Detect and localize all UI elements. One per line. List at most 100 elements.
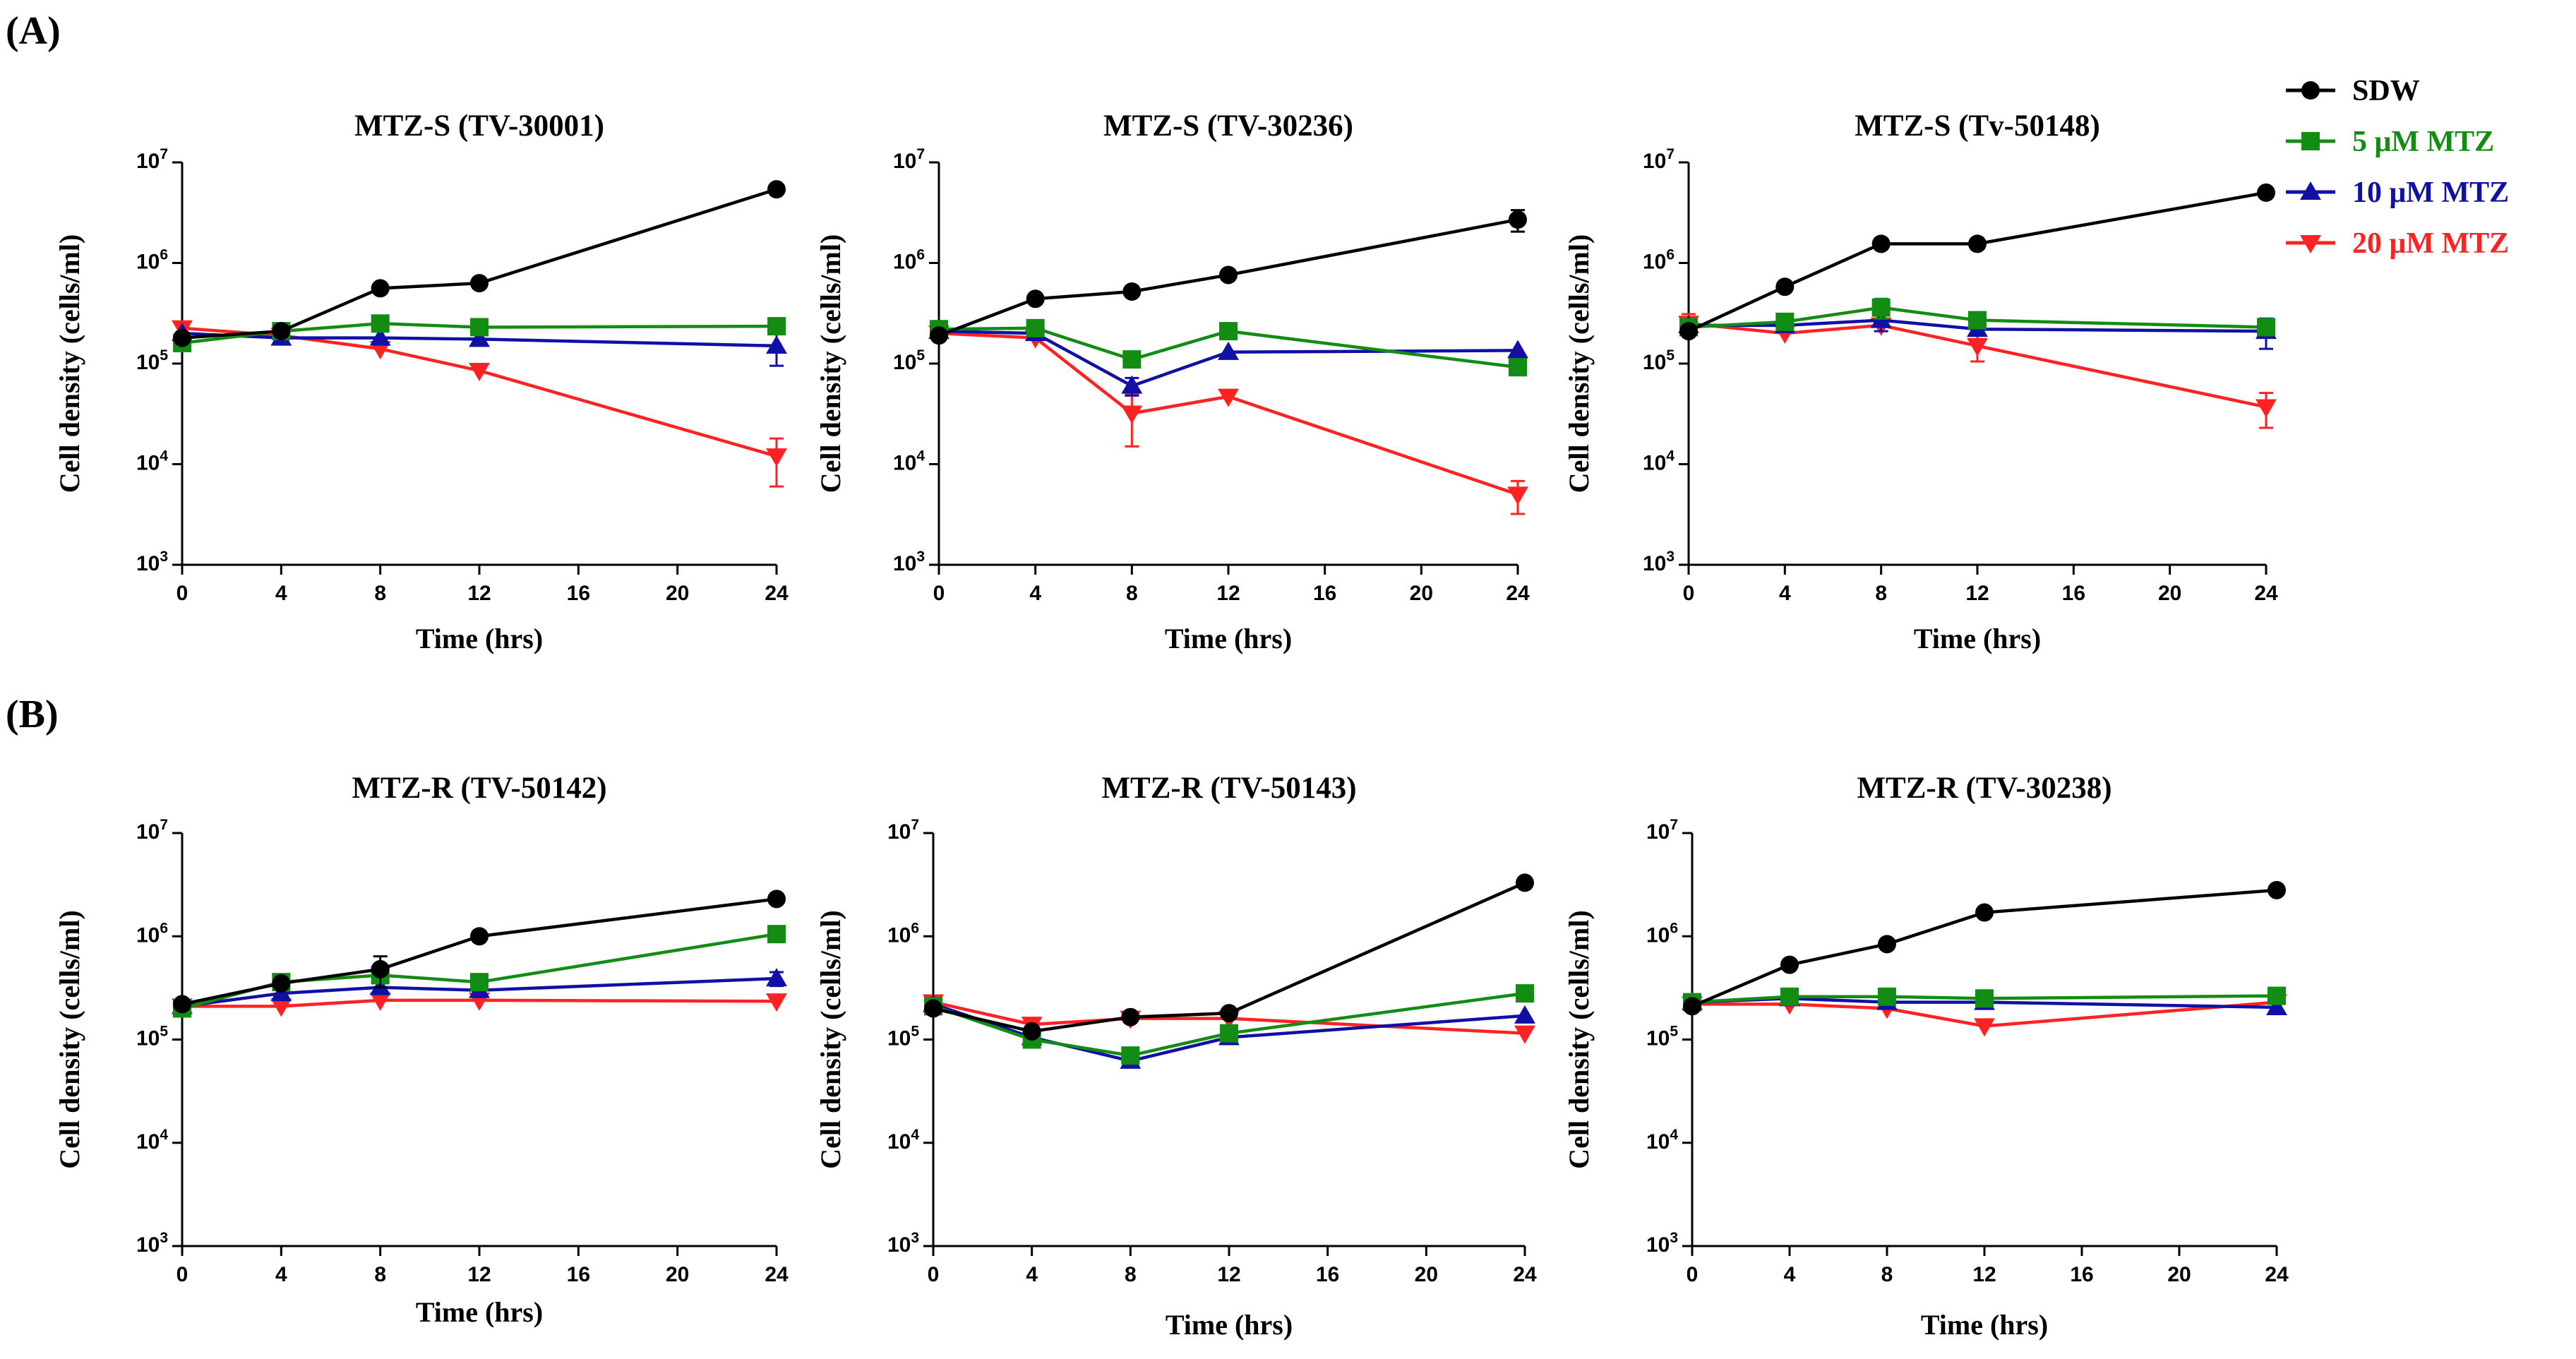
data-point xyxy=(2268,880,2286,899)
data-point xyxy=(1780,987,1799,1006)
data-point xyxy=(767,925,786,944)
y-tick-label: 103 xyxy=(893,549,925,575)
x-tick-label: 0 xyxy=(176,1263,188,1286)
data-point xyxy=(1122,282,1142,301)
legend-marker xyxy=(2300,234,2321,253)
y-tick-label: 106 xyxy=(1643,247,1675,274)
x-tick-label: 24 xyxy=(1513,1263,1537,1286)
data-point xyxy=(470,318,489,337)
x-tick-label: 8 xyxy=(1126,582,1138,605)
y-tick-label: 105 xyxy=(1643,347,1675,374)
y-tick-label: 104 xyxy=(1643,448,1675,475)
data-point xyxy=(1968,234,1987,253)
legend-label: SDW xyxy=(2352,75,2420,107)
legend-label: 20 μM MTZ xyxy=(2352,227,2509,260)
data-point xyxy=(371,279,390,298)
y-tick-label: 105 xyxy=(887,1024,919,1050)
y-axis-label: Cell density (cells/ml) xyxy=(815,234,846,493)
data-point xyxy=(2257,183,2275,202)
x-tick-label: 0 xyxy=(1683,582,1695,605)
x-tick-label: 12 xyxy=(467,582,491,605)
legend-item-20-m-mtz: 20 μM MTZ xyxy=(2286,227,2509,260)
data-point xyxy=(1975,989,1994,1008)
x-axis-label: Time (hrs) xyxy=(1921,1309,2048,1341)
data-point xyxy=(1871,234,1891,253)
y-tick-label: 103 xyxy=(887,1230,919,1257)
x-tick-label: 16 xyxy=(567,582,590,605)
x-tick-label: 16 xyxy=(1313,582,1336,605)
chart-mtz-s-tv-50148: MTZ-S (Tv-50148) 0 4 8 12 16 20 24 103 104 105 106 1… xyxy=(1563,109,2278,654)
y-tick-label: 107 xyxy=(887,817,919,844)
x-tick-label: 0 xyxy=(928,1263,940,1286)
y-tick-label: 104 xyxy=(136,448,168,475)
charts-group: MTZ-S (TV-30001) 0 4 8 12 16 20 24 103 104 105 106 1… xyxy=(54,109,2289,1341)
x-tick-label: 8 xyxy=(1875,582,1887,605)
y-axis-label: Cell density (cells/ml) xyxy=(1563,234,1595,493)
data-point xyxy=(1026,318,1045,337)
y-tick-label: 103 xyxy=(1646,1230,1678,1257)
data-point xyxy=(1218,341,1239,360)
data-point xyxy=(470,927,489,946)
x-tick-label: 4 xyxy=(1029,582,1041,605)
series-line xyxy=(1688,191,2267,333)
panel-label-a: (A) xyxy=(6,9,61,53)
data-point xyxy=(930,326,948,345)
chart-mtz-r-tv-50143: MTZ-R (TV-50143) 0 4 8 12 16 20 24 103 104 105 106 1… xyxy=(815,772,1537,1341)
x-tick-label: 12 xyxy=(467,1263,491,1286)
data-point xyxy=(766,448,787,467)
x-tick-label: 20 xyxy=(1415,1263,1438,1286)
data-point xyxy=(1679,322,1698,341)
chart-title: MTZ-S (TV-30236) xyxy=(1103,109,1353,143)
data-point xyxy=(469,363,490,382)
y-tick-label: 106 xyxy=(136,920,168,947)
data-point xyxy=(2256,399,2277,418)
y-tick-label: 105 xyxy=(136,347,168,374)
data-point xyxy=(1121,1007,1140,1026)
y-tick-label: 104 xyxy=(887,1127,919,1154)
chart-title: MTZ-R (TV-50142) xyxy=(352,772,606,805)
data-point xyxy=(270,998,292,1017)
y-tick-label: 105 xyxy=(136,1024,168,1050)
data-point xyxy=(272,322,291,341)
x-tick-label: 16 xyxy=(2070,1263,2093,1286)
series-5-m-mtz xyxy=(1683,986,2286,1012)
data-point xyxy=(1121,1046,1140,1065)
legend-marker xyxy=(2301,81,2320,100)
y-tick-label: 105 xyxy=(1646,1024,1678,1050)
y-tick-label: 106 xyxy=(887,920,919,947)
data-point xyxy=(1509,210,1527,229)
y-tick-label: 103 xyxy=(136,549,168,575)
series-5-m-mtz xyxy=(1679,297,2275,337)
x-tick-label: 0 xyxy=(933,582,945,605)
panel-label-b: (B) xyxy=(6,693,59,736)
data-point xyxy=(1219,265,1238,285)
data-point xyxy=(1026,289,1045,309)
legend-label: 10 μM MTZ xyxy=(2352,176,2509,209)
y-tick-label: 104 xyxy=(136,1127,168,1154)
data-point xyxy=(1975,903,1994,922)
data-point xyxy=(1516,984,1534,1003)
x-tick-label: 4 xyxy=(275,582,287,605)
series-line xyxy=(181,326,777,458)
data-point xyxy=(1974,1018,1995,1037)
series-sdw xyxy=(924,873,1534,1041)
data-point xyxy=(369,992,391,1011)
data-point xyxy=(369,327,391,346)
x-tick-label: 0 xyxy=(1687,1263,1699,1286)
series-sdw xyxy=(930,209,1527,345)
x-tick-label: 4 xyxy=(275,1263,287,1286)
x-tick-label: 16 xyxy=(567,1263,590,1286)
chart-title: MTZ-R (TV-30238) xyxy=(1857,772,2111,805)
legend: SDW 5 μM MTZ 10 μM MTZ 20 μM MTZ xyxy=(2286,75,2509,260)
data-point xyxy=(1220,1024,1238,1043)
series-line xyxy=(181,187,777,340)
data-point xyxy=(2268,986,2286,1005)
data-point xyxy=(1775,312,1795,331)
y-tick-label: 104 xyxy=(1646,1127,1678,1154)
data-point xyxy=(1122,350,1142,369)
legend-item-sdw: SDW xyxy=(2286,75,2420,107)
data-point xyxy=(1219,322,1238,341)
series-sdw xyxy=(1683,880,2286,1016)
legend-label: 5 μM MTZ xyxy=(2352,126,2494,158)
x-tick-label: 12 xyxy=(1216,582,1240,605)
